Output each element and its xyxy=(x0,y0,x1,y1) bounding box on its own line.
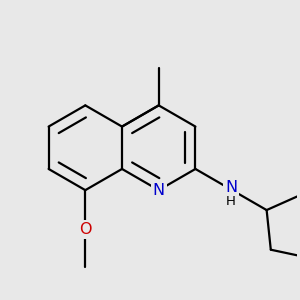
Text: N: N xyxy=(225,180,237,195)
Text: H: H xyxy=(226,195,236,208)
Text: N: N xyxy=(153,183,165,198)
Text: O: O xyxy=(79,222,92,237)
